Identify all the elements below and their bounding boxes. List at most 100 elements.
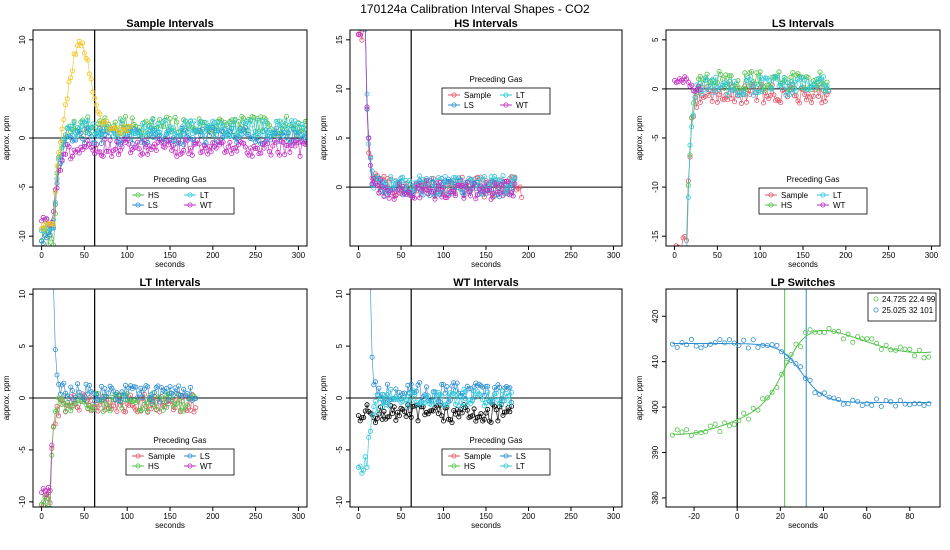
data-point — [405, 382, 411, 388]
data-point — [367, 428, 373, 434]
data-point — [405, 404, 411, 410]
x-tick-label: 0 — [735, 512, 740, 521]
y-axis-label: approx. ppm — [635, 115, 644, 160]
data-point — [466, 189, 472, 195]
data-point — [66, 79, 72, 85]
data-point — [488, 419, 494, 425]
data-point — [422, 400, 428, 406]
data-point — [119, 405, 125, 411]
data-point — [61, 380, 67, 386]
data-point — [234, 148, 240, 154]
data-point — [66, 144, 72, 150]
data-point — [674, 344, 680, 350]
data-point — [111, 403, 117, 409]
data-point — [493, 387, 499, 393]
data-point — [788, 79, 794, 85]
data-point — [850, 339, 856, 345]
data-point — [417, 195, 423, 201]
data-point — [165, 397, 171, 403]
data-point — [418, 400, 424, 406]
data-point — [93, 142, 99, 148]
data-point — [786, 87, 792, 93]
legend-box — [867, 292, 937, 322]
data-point — [684, 342, 690, 348]
data-point — [821, 329, 827, 335]
data-point — [51, 208, 57, 214]
y-tick-label: -10 — [18, 230, 27, 242]
data-point — [381, 173, 387, 179]
data-point — [874, 340, 880, 346]
data-point — [512, 181, 518, 187]
data-point — [497, 190, 503, 196]
data-point — [912, 401, 918, 407]
data-point — [425, 393, 431, 399]
data-point — [817, 329, 823, 335]
data-point — [780, 85, 786, 91]
data-point — [141, 125, 147, 131]
data-point — [374, 182, 380, 188]
data-point — [292, 143, 298, 149]
data-point — [396, 413, 402, 419]
y-tick-label: 5 — [18, 343, 27, 348]
data-point — [124, 396, 130, 402]
data-point — [755, 407, 761, 413]
series-line — [358, 388, 512, 475]
data-point — [363, 21, 367, 25]
data-point — [697, 74, 703, 80]
data-point — [694, 104, 700, 110]
data-point — [771, 92, 777, 98]
data-point — [265, 133, 271, 139]
data-point — [162, 392, 168, 398]
data-point — [253, 139, 259, 145]
data-point — [764, 343, 770, 349]
chart-title: WT Intervals — [453, 277, 518, 289]
data-point — [162, 117, 168, 123]
data-point — [423, 178, 429, 184]
data-point — [888, 399, 894, 405]
data-point — [756, 82, 762, 88]
data-point — [129, 115, 135, 121]
data-point — [81, 50, 87, 56]
data-point — [469, 413, 475, 419]
data-point — [47, 232, 53, 238]
data-point — [187, 145, 193, 151]
legend: 24.725 22.4 99 25.025 32 101 — [867, 292, 937, 322]
data-point — [93, 391, 99, 397]
data-point — [817, 391, 823, 397]
x-tick-label: 300 — [292, 251, 306, 260]
data-point — [921, 402, 927, 408]
data-point — [268, 137, 274, 143]
data-point — [146, 124, 152, 130]
data-point — [215, 120, 221, 126]
data-point — [413, 181, 419, 187]
data-point — [129, 140, 135, 146]
data-point — [391, 404, 397, 410]
data-point — [783, 92, 789, 98]
x-tick-label: 200 — [522, 251, 536, 260]
data-point — [143, 118, 149, 124]
data-point — [57, 391, 63, 397]
data-point — [138, 385, 144, 391]
x-tick-label: 150 — [479, 251, 493, 260]
legend-entry: Sample — [464, 452, 492, 461]
data-point — [170, 142, 176, 148]
data-point — [907, 402, 913, 408]
data-point — [198, 118, 204, 124]
plot-area — [33, 289, 307, 507]
series-ls — [369, 289, 514, 406]
data-point — [684, 237, 690, 243]
data-point — [684, 427, 690, 433]
data-point — [102, 136, 108, 142]
data-point — [435, 175, 441, 181]
data-point — [117, 398, 123, 404]
series-unlabeled — [39, 38, 134, 232]
data-point — [290, 138, 296, 144]
series-24-725-22-4-99 — [670, 325, 932, 439]
data-point — [277, 152, 283, 158]
data-point — [179, 124, 185, 130]
data-point — [131, 384, 137, 390]
data-point — [766, 77, 772, 83]
data-point — [90, 89, 96, 95]
data-point — [54, 372, 60, 378]
data-point — [474, 192, 480, 198]
